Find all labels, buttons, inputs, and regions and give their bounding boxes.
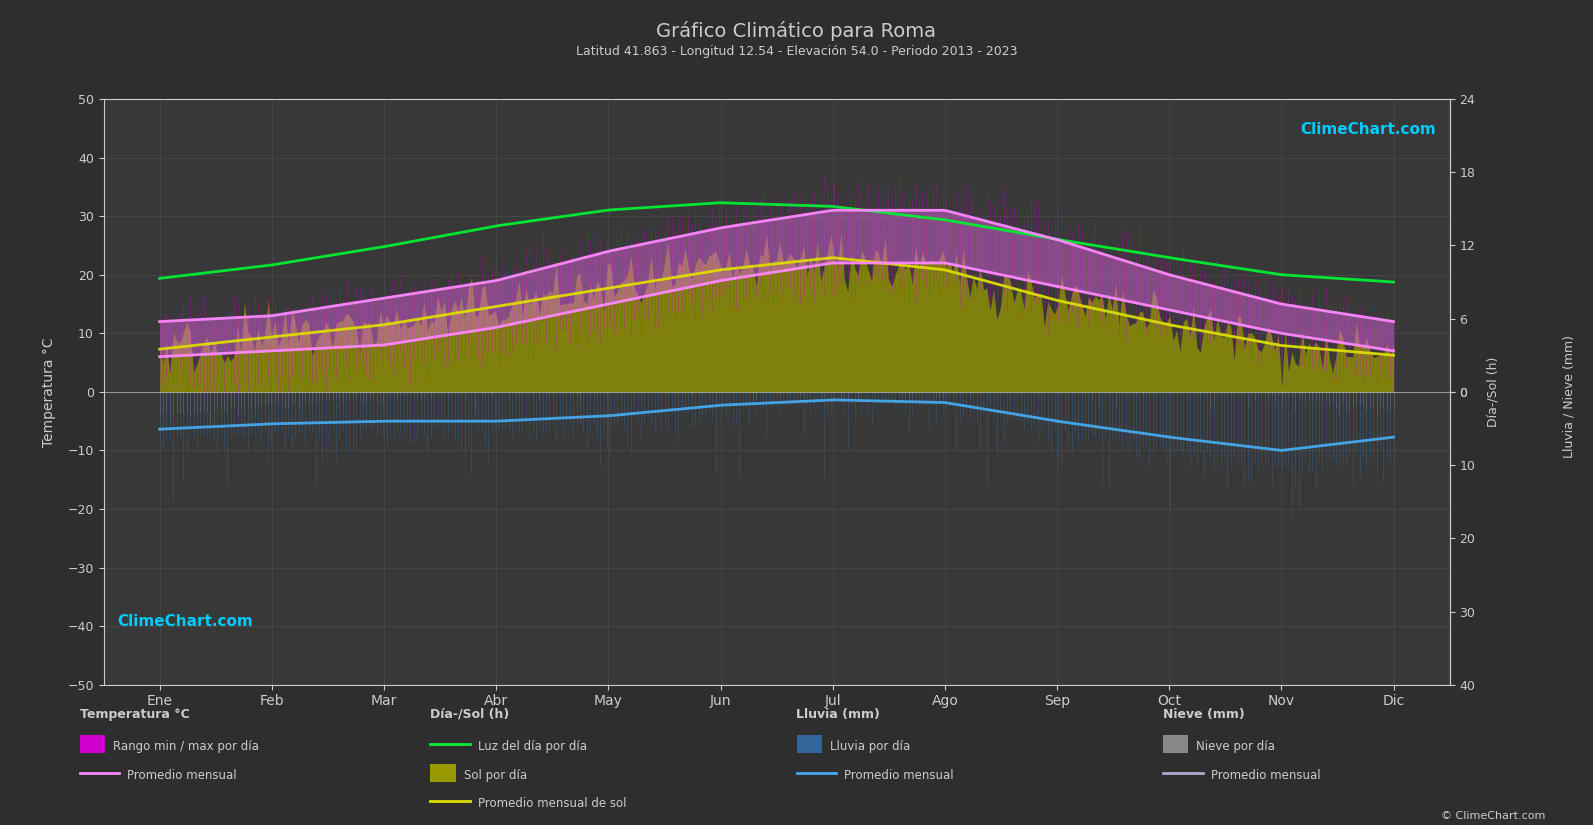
Text: Rango min / max por día: Rango min / max por día	[113, 740, 260, 753]
Text: Nieve por día: Nieve por día	[1196, 740, 1276, 753]
Text: Lluvia por día: Lluvia por día	[830, 740, 910, 753]
Text: Lluvia (mm): Lluvia (mm)	[796, 708, 881, 721]
Text: Latitud 41.863 - Longitud 12.54 - Elevación 54.0 - Periodo 2013 - 2023: Latitud 41.863 - Longitud 12.54 - Elevac…	[575, 45, 1018, 59]
Text: ClimeChart.com: ClimeChart.com	[1300, 122, 1437, 138]
Text: Temperatura °C: Temperatura °C	[80, 708, 190, 721]
Text: Promedio mensual: Promedio mensual	[1211, 769, 1321, 782]
Text: Promedio mensual de sol: Promedio mensual de sol	[478, 797, 626, 810]
Text: Promedio mensual: Promedio mensual	[844, 769, 954, 782]
Text: Promedio mensual: Promedio mensual	[127, 769, 237, 782]
Text: Día-/Sol (h): Día-/Sol (h)	[430, 708, 510, 721]
Y-axis label: Día-/Sol (h): Día-/Sol (h)	[1486, 356, 1499, 427]
Text: ClimeChart.com: ClimeChart.com	[116, 615, 253, 629]
Text: Nieve (mm): Nieve (mm)	[1163, 708, 1244, 721]
Text: © ClimeChart.com: © ClimeChart.com	[1440, 811, 1545, 821]
Text: Luz del día por día: Luz del día por día	[478, 740, 586, 753]
Text: Lluvia / Nieve (mm): Lluvia / Nieve (mm)	[1563, 334, 1575, 458]
Text: Sol por día: Sol por día	[464, 769, 527, 782]
Y-axis label: Temperatura °C: Temperatura °C	[41, 337, 56, 446]
Text: Gráfico Climático para Roma: Gráfico Climático para Roma	[656, 21, 937, 40]
